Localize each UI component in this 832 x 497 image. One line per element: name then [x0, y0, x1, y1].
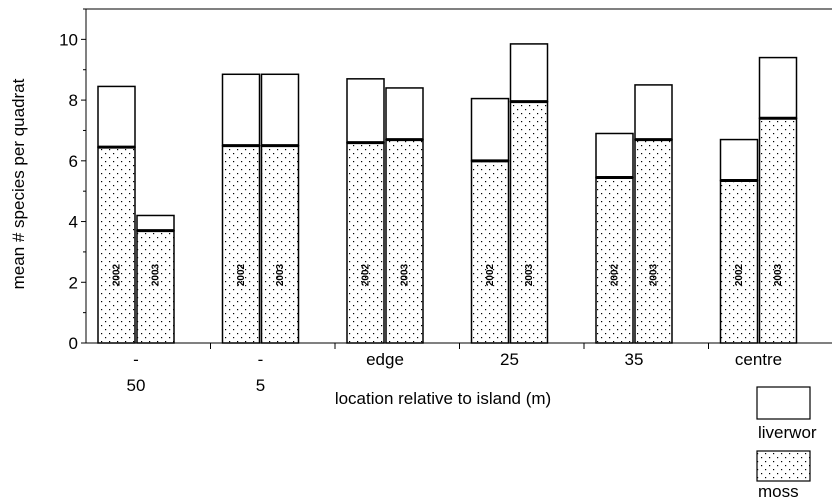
bar-year-label: 2003 — [400, 263, 411, 286]
bar-year-label: 2003 — [649, 263, 660, 286]
x-tick-label-line2: 5 — [256, 376, 265, 395]
bar-moss-segment — [595, 176, 634, 344]
y-axis-title: mean # species per quadrat — [9, 78, 28, 289]
bar-year-label: 2003 — [275, 263, 286, 286]
x-tick-label: - — [133, 350, 139, 369]
y-tick-label: 0 — [69, 334, 78, 353]
bar-liverwort-segment — [346, 78, 385, 144]
bar-liverwort-segment — [758, 56, 798, 120]
bar-moss-segment — [470, 160, 510, 344]
bar-moss-segment — [758, 117, 798, 344]
bar-year-label: 2002 — [485, 263, 496, 286]
y-tick-label: 8 — [69, 91, 78, 110]
x-tick-label: 35 — [625, 350, 644, 369]
y-tick-label: 10 — [59, 30, 78, 49]
bar-moss-segment — [385, 138, 424, 344]
bar-liverwort-segment — [595, 132, 634, 179]
legend-moss-swatch — [756, 450, 811, 482]
legend-moss-label: moss — [758, 482, 799, 497]
bar-liverwort-segment — [509, 43, 549, 103]
bar-liverwort-segment — [97, 85, 136, 148]
bar-year-label: 2002 — [610, 263, 621, 286]
bar-moss-segment — [509, 100, 549, 344]
bar-liverwort-segment — [385, 87, 424, 141]
bar-year-label: 2002 — [112, 263, 123, 286]
x-axis-title: location relative to island (m) — [335, 389, 551, 408]
bar-liverwort-segment — [634, 84, 673, 141]
y-tick-label: 2 — [69, 273, 78, 292]
bar-moss-segment — [221, 144, 261, 344]
legend-liverwort-label: liverwor — [758, 423, 817, 442]
bar-year-label: 2003 — [524, 263, 535, 286]
x-tick-label: centre — [735, 350, 782, 369]
bar-year-label: 2002 — [734, 263, 745, 286]
bar-year-label: 2003 — [151, 263, 162, 286]
x-tick-label: edge — [366, 350, 404, 369]
bar-liverwort-segment — [136, 214, 175, 232]
x-tick-label: - — [258, 350, 264, 369]
bar-year-label: 2003 — [773, 263, 784, 286]
legend-liverwort-swatch — [756, 386, 811, 420]
y-tick-label: 4 — [69, 213, 78, 232]
x-tick-label-line2: 50 — [127, 376, 146, 395]
bar-year-label: 2002 — [236, 263, 247, 286]
x-tick-label: 25 — [500, 350, 519, 369]
bar-liverwort-segment — [719, 138, 759, 182]
bar-moss-segment — [346, 141, 385, 344]
bar-moss-segment — [634, 138, 673, 344]
bar-moss-segment — [97, 146, 136, 344]
bar-year-label: 2002 — [361, 263, 372, 286]
bar-moss-segment — [260, 144, 300, 344]
bar-liverwort-segment — [221, 73, 261, 147]
y-tick-label: 6 — [69, 152, 78, 171]
bar-moss-segment — [719, 179, 759, 344]
bar-liverwort-segment — [470, 97, 510, 162]
bar-liverwort-segment — [260, 73, 300, 147]
